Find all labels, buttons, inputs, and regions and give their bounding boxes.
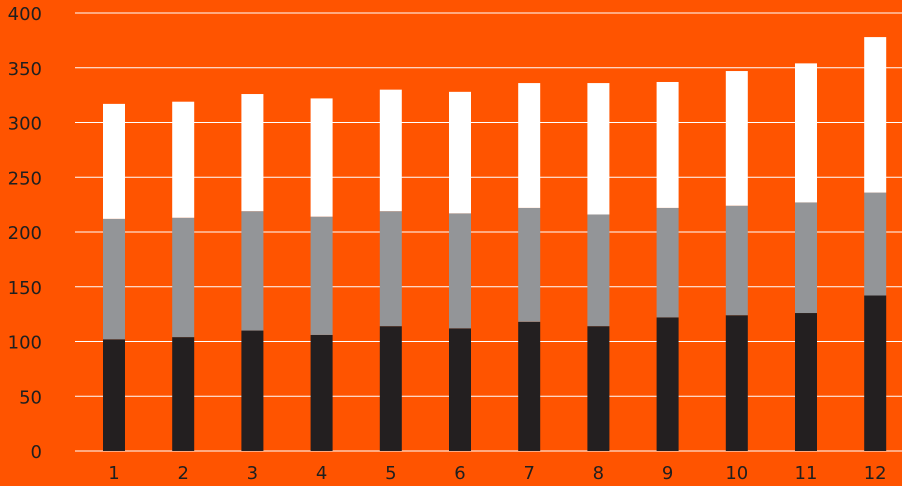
bar-segment-1-series-3 bbox=[103, 103, 125, 219]
bars bbox=[103, 37, 887, 451]
x-tick-label-4: 4 bbox=[316, 463, 327, 484]
grid-lines bbox=[75, 12, 902, 452]
y-tick-label-150: 150 bbox=[8, 278, 42, 299]
bar-segment-4-series-3 bbox=[310, 98, 333, 217]
y-tick-label-50: 50 bbox=[19, 387, 42, 408]
bar-segment-5-series-1 bbox=[379, 326, 402, 451]
x-tick-label-11: 11 bbox=[795, 463, 818, 484]
y-tick-label-250: 250 bbox=[8, 168, 42, 189]
bar-segment-10-series-1 bbox=[725, 315, 748, 451]
bar-segment-2-series-2 bbox=[172, 217, 195, 338]
bar-segment-5-series-3 bbox=[379, 89, 402, 212]
x-axis: 1 2 3 4 5 6 7 8 9 10 11 12 bbox=[108, 463, 886, 484]
bar-segment-11-series-3 bbox=[795, 63, 817, 203]
bar-segment-4-series-2 bbox=[310, 216, 333, 335]
x-tick-label-7: 7 bbox=[523, 463, 534, 484]
y-tick-label-0: 0 bbox=[31, 442, 42, 463]
bar-segment-12-series-2 bbox=[864, 192, 887, 296]
y-tick-label-350: 350 bbox=[8, 59, 42, 80]
bar-segment-12-series-3 bbox=[864, 37, 887, 193]
y-tick-label-200: 200 bbox=[8, 223, 42, 244]
bar-segment-7-series-3 bbox=[518, 83, 541, 208]
bar-segment-8-series-3 bbox=[587, 83, 610, 215]
bar-segment-10-series-2 bbox=[725, 205, 748, 316]
x-tick-label-10: 10 bbox=[725, 463, 748, 484]
bar-segment-11-series-1 bbox=[795, 313, 817, 451]
bar-segment-3-series-2 bbox=[241, 211, 264, 331]
x-tick-label-3: 3 bbox=[247, 463, 258, 484]
x-tick-label-12: 12 bbox=[864, 463, 887, 484]
bar-segment-2-series-1 bbox=[172, 337, 195, 451]
y-tick-label-400: 400 bbox=[8, 4, 42, 25]
y-tick-label-100: 100 bbox=[8, 333, 42, 354]
bar-segment-7-series-1 bbox=[518, 321, 541, 451]
bar-segment-1-series-2 bbox=[103, 218, 125, 340]
x-tick-label-8: 8 bbox=[593, 463, 604, 484]
bar-segment-9-series-2 bbox=[656, 207, 679, 318]
bar-segment-10-series-3 bbox=[725, 71, 748, 206]
bar-segment-7-series-2 bbox=[518, 207, 541, 322]
bar-segment-6-series-3 bbox=[449, 91, 471, 214]
x-tick-label-6: 6 bbox=[454, 463, 465, 484]
bar-segment-8-series-1 bbox=[587, 326, 610, 451]
bar-segment-3-series-1 bbox=[241, 330, 264, 451]
bar-segment-2-series-3 bbox=[172, 101, 195, 218]
bar-segment-4-series-1 bbox=[310, 334, 333, 451]
x-tick-label-2: 2 bbox=[177, 463, 188, 484]
bar-segment-6-series-1 bbox=[449, 328, 471, 451]
bar-segment-6-series-2 bbox=[449, 213, 471, 329]
x-tick-label-1: 1 bbox=[108, 463, 119, 484]
bar-segment-11-series-2 bbox=[795, 202, 817, 314]
bar-segment-3-series-3 bbox=[241, 94, 264, 212]
y-tick-label-300: 300 bbox=[8, 114, 42, 135]
bar-segment-8-series-2 bbox=[587, 214, 610, 327]
bar-segment-1-series-1 bbox=[103, 339, 125, 451]
bar-segment-5-series-2 bbox=[379, 211, 402, 327]
y-axis: 0 50 100 150 200 250 300 350 400 bbox=[8, 4, 42, 463]
bar-segment-12-series-1 bbox=[864, 295, 887, 451]
x-tick-label-9: 9 bbox=[662, 463, 673, 484]
x-tick-label-5: 5 bbox=[385, 463, 396, 484]
bar-segment-9-series-3 bbox=[656, 81, 679, 208]
bar-segment-9-series-1 bbox=[656, 317, 679, 451]
